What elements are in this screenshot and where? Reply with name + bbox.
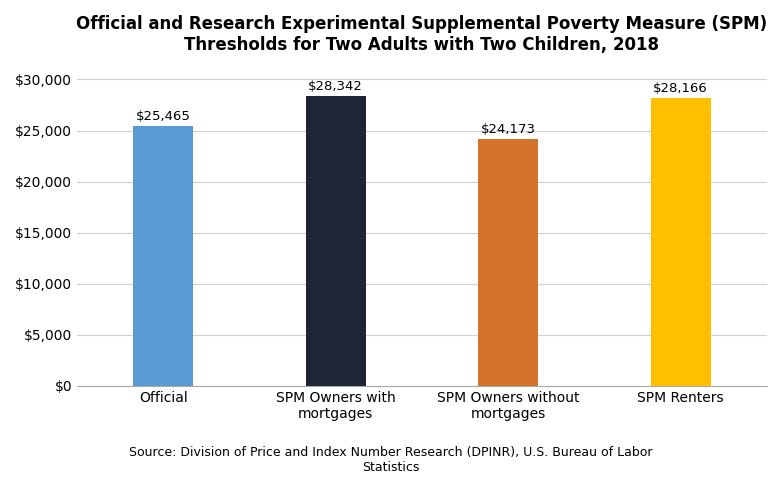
Bar [133, 126, 193, 386]
Bar [306, 96, 366, 386]
Text: $25,465: $25,465 [136, 110, 191, 123]
Title: Official and Research Experimental Supplemental Poverty Measure (SPM)
Thresholds: Official and Research Experimental Suppl… [77, 15, 768, 54]
Text: $24,173: $24,173 [481, 123, 536, 136]
Bar [651, 98, 711, 386]
Text: $28,166: $28,166 [654, 82, 708, 95]
Text: $28,342: $28,342 [308, 80, 363, 93]
Text: Source: Division of Price and Index Number Research (DPINR), U.S. Bureau of Labo: Source: Division of Price and Index Numb… [129, 446, 653, 474]
Bar [478, 139, 539, 386]
